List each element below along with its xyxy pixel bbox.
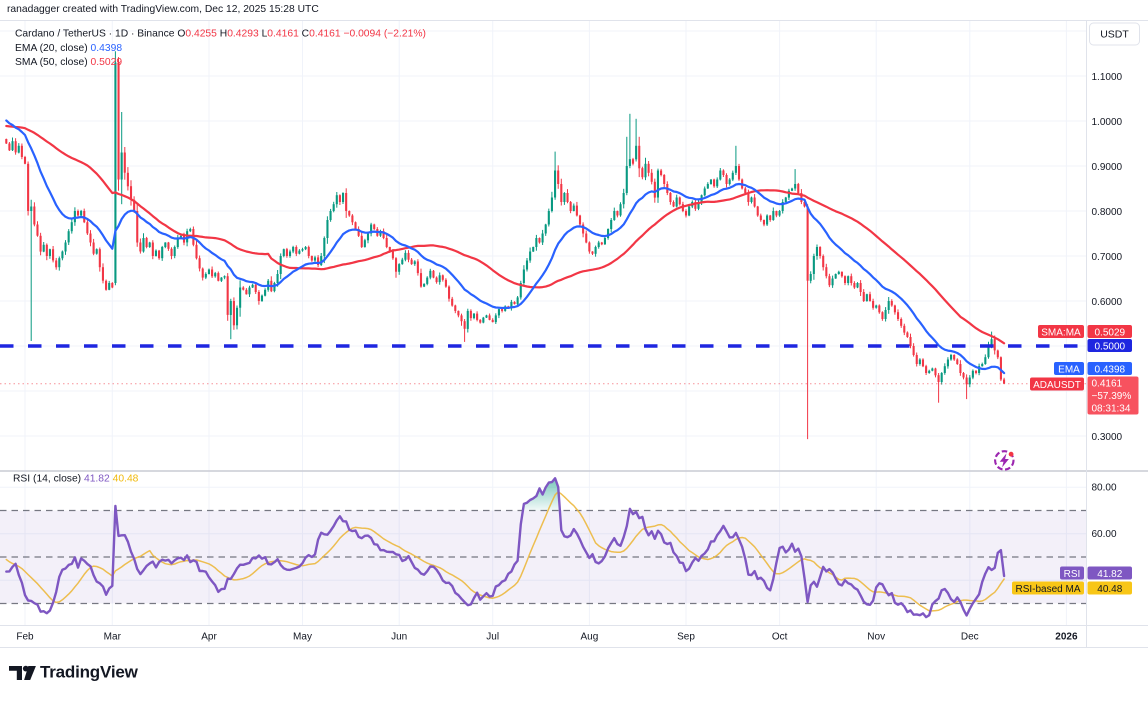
svg-text:RSI-based MA: RSI-based MA: [1015, 584, 1080, 595]
svg-text:2026: 2026: [1055, 632, 1078, 643]
svg-text:1.1000: 1.1000: [1092, 72, 1123, 83]
svg-text:Feb: Feb: [16, 632, 34, 643]
svg-text:RSI (14, close) 41.82 40.48: RSI (14, close) 41.82 40.48: [13, 474, 139, 485]
svg-text:Nov: Nov: [867, 632, 885, 643]
svg-text:0.8000: 0.8000: [1092, 207, 1123, 218]
svg-text:0.4161: 0.4161: [1092, 379, 1123, 390]
svg-text:0.4398: 0.4398: [1095, 364, 1126, 375]
svg-text:Cardano / TetherUS · 1D · Bina: Cardano / TetherUS · 1D · Binance O0.425…: [15, 28, 426, 39]
svg-text:60.00: 60.00: [1092, 529, 1117, 540]
svg-text:SMA (50, close) 0.5029: SMA (50, close) 0.5029: [15, 57, 122, 68]
svg-text:USDT: USDT: [1100, 29, 1129, 41]
svg-text:−57.39%: −57.39%: [1092, 391, 1132, 402]
svg-text:RSI: RSI: [1064, 569, 1081, 580]
svg-text:0.5000: 0.5000: [1095, 341, 1126, 352]
svg-text:Mar: Mar: [104, 632, 122, 643]
svg-text:0.3000: 0.3000: [1092, 432, 1123, 443]
svg-text:80.00: 80.00: [1092, 483, 1117, 494]
svg-text:Jun: Jun: [391, 632, 407, 643]
svg-text:41.82: 41.82: [1097, 569, 1122, 580]
svg-text:0.5029: 0.5029: [1095, 327, 1126, 338]
svg-text:May: May: [293, 632, 312, 643]
svg-text:Apr: Apr: [201, 632, 217, 643]
svg-text:ranadagger created with Tradin: ranadagger created with TradingView.com,…: [7, 4, 319, 15]
svg-text:TradingView: TradingView: [40, 663, 139, 682]
svg-text:1.0000: 1.0000: [1092, 117, 1123, 128]
svg-text:Aug: Aug: [581, 632, 599, 643]
svg-text:Sep: Sep: [677, 632, 695, 643]
svg-text:Oct: Oct: [772, 632, 788, 643]
svg-text:0.7000: 0.7000: [1092, 252, 1123, 263]
svg-text:EMA (20, close) 0.4398: EMA (20, close) 0.4398: [15, 43, 122, 54]
svg-text:ADAUSDT: ADAUSDT: [1033, 380, 1081, 391]
svg-text:08:31:34: 08:31:34: [1092, 404, 1131, 415]
svg-text:0.6000: 0.6000: [1092, 297, 1123, 308]
svg-text:40.48: 40.48: [1097, 584, 1122, 595]
svg-text:Dec: Dec: [961, 632, 979, 643]
svg-text:Jul: Jul: [486, 632, 499, 643]
svg-text:0.9000: 0.9000: [1092, 162, 1123, 173]
svg-text:SMA:MA: SMA:MA: [1041, 327, 1081, 338]
svg-text:EMA: EMA: [1058, 364, 1080, 375]
